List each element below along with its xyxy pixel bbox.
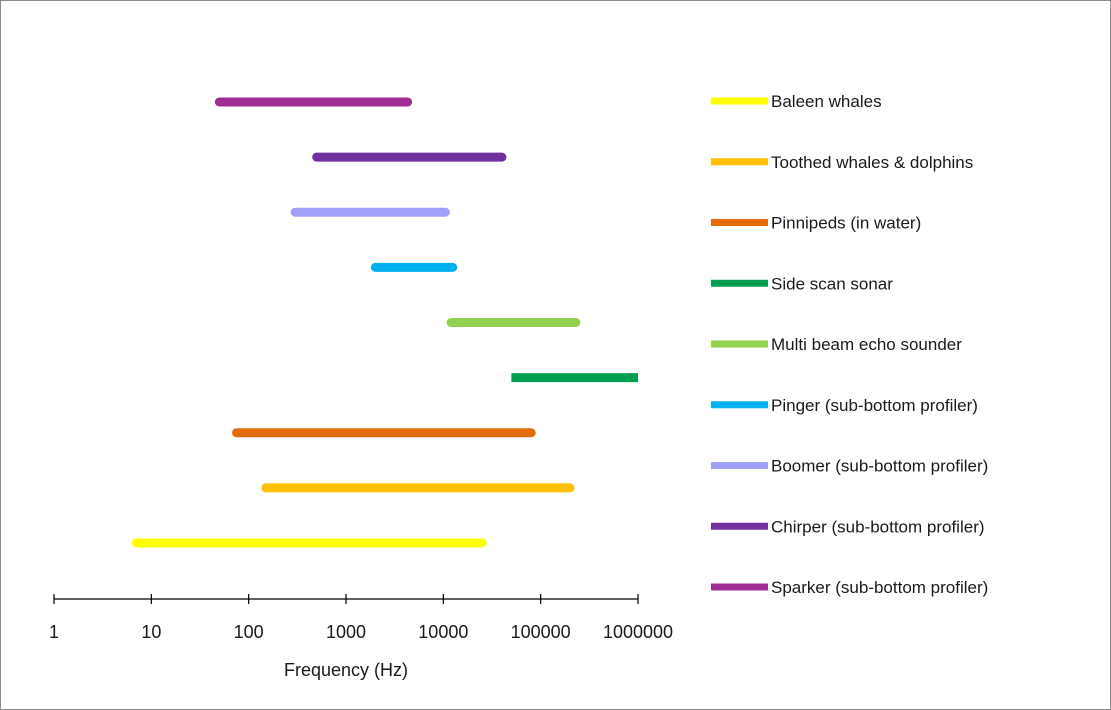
- x-tick-label: 100: [234, 622, 264, 642]
- legend-label: Sparker (sub-bottom profiler): [771, 578, 988, 597]
- legend: Baleen whales Toothed whales & dolphins Pi…: [711, 92, 988, 597]
- legend-label: Pinger (sub-bottom profiler): [771, 396, 978, 415]
- legend-label: Baleen whales: [771, 92, 882, 111]
- x-tick-label: 1000000: [603, 622, 673, 642]
- legend-label: Multi beam echo sounder: [771, 335, 962, 354]
- x-tick-label: 10: [141, 622, 161, 642]
- legend-label: Pinnipeds (in water): [771, 214, 921, 233]
- legend-label: Chirper (sub-bottom profiler): [771, 517, 985, 536]
- x-tick-label: 100000: [511, 622, 571, 642]
- x-tick-label: 1000: [326, 622, 366, 642]
- legend-label: Toothed whales & dolphins: [771, 153, 973, 172]
- x-tick-label: 10000: [418, 622, 468, 642]
- legend-label: Boomer (sub-bottom profiler): [771, 457, 988, 476]
- x-axis: 1 10 100 1000 10000 100000 1000000: [49, 594, 673, 642]
- x-axis-title: Frequency (Hz): [284, 660, 408, 680]
- bars-layer: [131, 97, 638, 548]
- x-tick-label: 1: [49, 622, 59, 642]
- legend-label: Side scan sonar: [771, 274, 893, 293]
